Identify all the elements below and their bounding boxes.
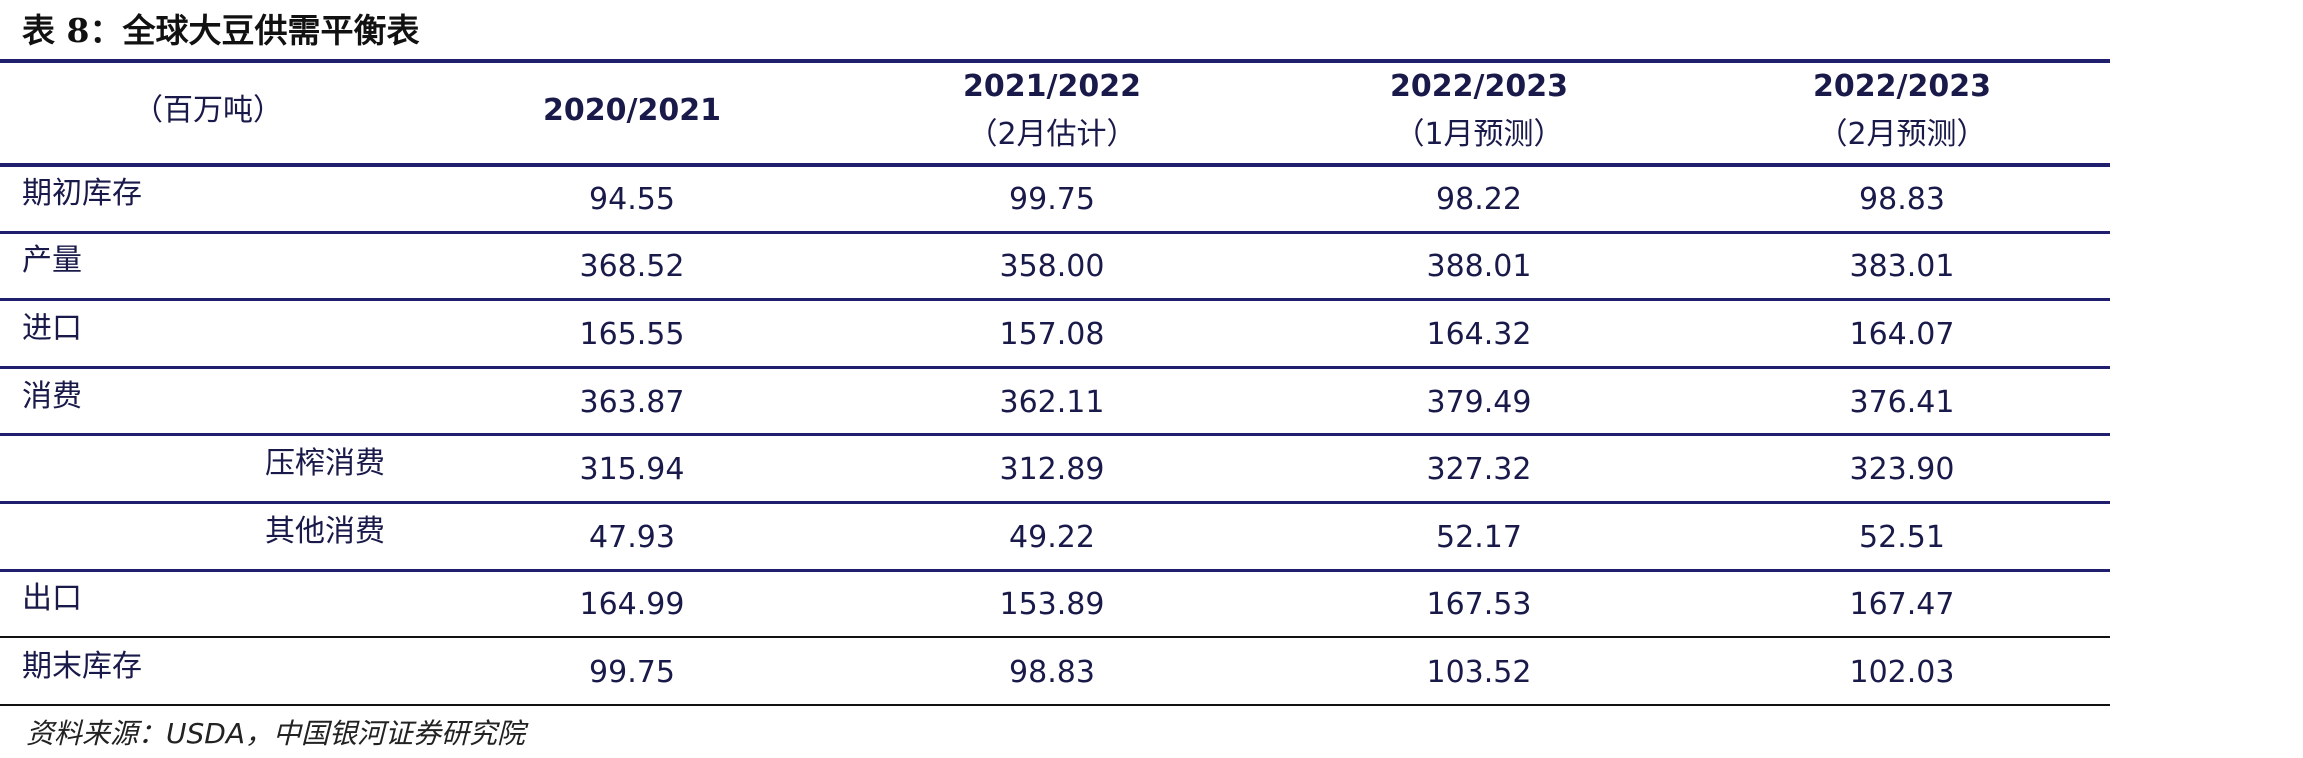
cell-value: 165.55 [579,317,685,352]
rule [0,568,2110,572]
row-label: 出口 [22,581,82,617]
cell-value: 102.03 [1849,655,1955,690]
cell-value: 167.53 [1426,587,1532,623]
cell-value: 94.55 [589,181,675,217]
header-cell: （1月预测） [1394,117,1564,152]
cell-value: 315.94 [579,452,685,488]
cell-value: 52.17 [1436,519,1522,555]
row-label: 消费 [22,378,82,414]
row-label: 期初库存 [22,175,142,211]
header-cell: （百万吨） [133,93,283,128]
rule [0,298,2110,302]
header-cell: （2月预测） [1817,117,1987,152]
rule [0,433,2110,437]
cell-value: 164.07 [1849,317,1955,352]
row-label: 其他消费 [265,513,385,549]
cell-value: 388.01 [1426,249,1532,285]
rule [0,163,2110,167]
row-label: 进口 [22,311,82,346]
cell-value: 323.90 [1849,452,1955,488]
cell-value: 98.22 [1436,181,1522,217]
cell-value: 157.08 [999,317,1105,352]
source-note: 资料来源：USDA，中国银河证券研究院 [26,717,525,750]
header-cell: 2022/2023 [1813,69,1991,104]
header-cell: 2022/2023 [1390,69,1568,104]
cell-value: 52.51 [1859,519,1945,555]
cell-value: 98.83 [1859,181,1945,217]
table-title: 表 8：全球大豆供需平衡表 [22,11,420,50]
cell-value: 164.99 [579,587,685,623]
cell-value: 99.75 [589,655,675,690]
cell-value: 167.47 [1849,587,1955,623]
rule [0,636,2110,639]
rule [0,501,2110,504]
cell-value: 379.49 [1426,384,1532,420]
cell-value: 99.75 [1009,181,1095,217]
row-label: 产量 [22,243,82,279]
cell-value: 368.52 [579,249,685,285]
rule [0,230,2110,234]
cell-value: 363.87 [579,384,685,420]
cell-value: 98.83 [1009,655,1095,690]
cell-value: 358.00 [999,249,1105,285]
cell-value: 312.89 [999,452,1105,488]
cell-value: 383.01 [1849,249,1955,285]
cell-value: 376.41 [1849,384,1955,420]
cell-value: 164.32 [1426,317,1532,352]
cell-value: 327.32 [1426,452,1532,488]
row-label: 期末库存 [22,649,142,684]
cell-value: 153.89 [999,587,1105,623]
row-label: 压榨消费 [265,446,385,482]
cell-value: 103.52 [1426,655,1532,690]
rule [0,59,2110,63]
header-cell: 2020/2021 [543,93,721,128]
rule [0,703,2110,706]
cell-value: 49.22 [1009,519,1095,555]
cell-value: 47.93 [589,519,675,555]
cell-value: 362.11 [999,384,1105,420]
rule [0,365,2110,369]
header-cell: 2021/2022 [963,69,1141,104]
header-cell: （2月估计） [967,117,1137,152]
